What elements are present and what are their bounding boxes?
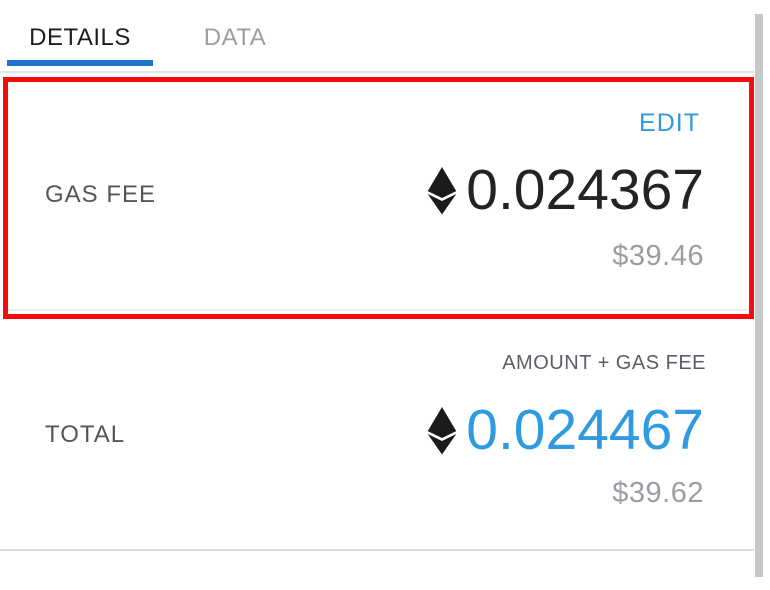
- gas-fee-fiat-amount: $39.46: [612, 240, 704, 272]
- tab-details[interactable]: DETAILS: [29, 24, 131, 51]
- gas-fee-label: GAS FEE: [45, 181, 157, 208]
- total-fiat-amount: $39.62: [612, 477, 704, 509]
- ethereum-icon: [427, 166, 457, 215]
- edit-gas-button[interactable]: EDIT: [639, 109, 700, 137]
- total-caption: AMOUNT + GAS FEE: [502, 352, 706, 374]
- tab-bar-divider: [0, 71, 754, 73]
- tab-data[interactable]: DATA: [203, 24, 267, 51]
- total-eth-amount: 0.024467: [466, 398, 704, 462]
- gas-fee-value: 0.024367: [427, 162, 704, 219]
- active-tab-underline: [7, 60, 153, 66]
- gas-fee-eth-amount: 0.024367: [466, 158, 704, 222]
- ethereum-icon: [427, 406, 457, 455]
- vertical-scrollbar[interactable]: [755, 14, 763, 577]
- total-label: TOTAL: [45, 421, 126, 448]
- total-value: 0.024467: [427, 402, 704, 459]
- section-divider: [8, 309, 750, 311]
- section-divider: [0, 549, 754, 551]
